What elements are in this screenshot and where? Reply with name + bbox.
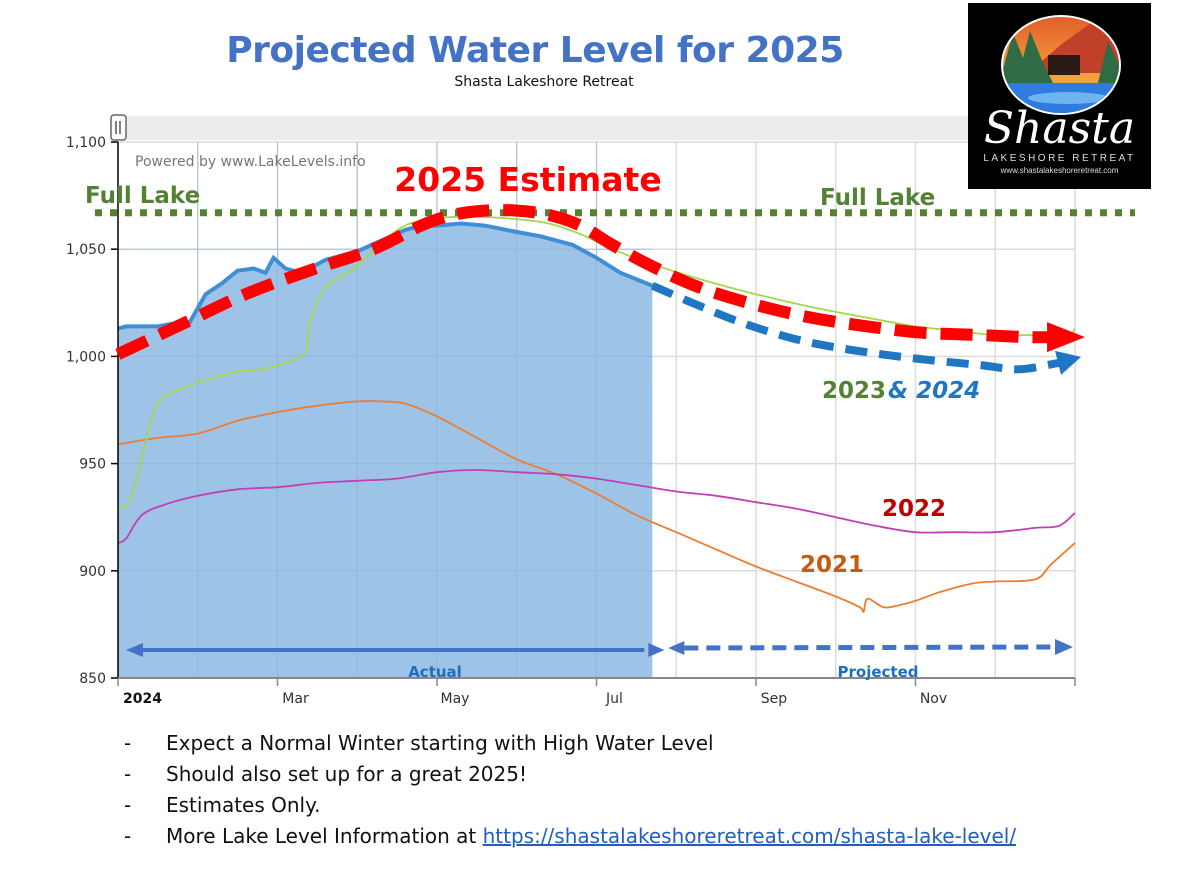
bullet-item: - Estimates Only. <box>124 790 1016 821</box>
y-tick-label: 900 <box>79 564 106 580</box>
axes: 850 900 950 1,000 1,050 1,100 2024 Mar May Jul Sep… <box>66 135 1076 707</box>
water-level-chart: 850 900 950 1,000 1,050 1,100 2024 Mar May Jul Sep… <box>66 114 1135 707</box>
estimate-2025-label: 2025 Estimate <box>394 160 661 199</box>
logo-scene-icon <box>1001 15 1121 115</box>
page-subtitle: Shasta Lakeshore Retreat <box>454 74 634 90</box>
series-2021-line <box>117 400 1076 613</box>
projected-label: Projected <box>838 663 919 681</box>
projected-2024-line <box>650 281 1060 374</box>
scrollbar-track[interactable] <box>118 116 1078 140</box>
logo-tagline: LAKESHORE RETREAT <box>983 153 1136 164</box>
y-tick-label: 950 <box>79 457 106 473</box>
label-2021: 2021 <box>800 552 864 578</box>
projected-range-arrow <box>684 644 1054 651</box>
y-tick-label: 1,000 <box>66 349 106 365</box>
watermark-text: Powered by www.LakeLevels.info <box>135 154 366 170</box>
bullet-item: - More Lake Level Information at https://… <box>124 821 1016 852</box>
logo-brand: Shasta <box>983 103 1136 154</box>
bullet-item: - Should also set up for a great 2025! <box>124 759 1016 790</box>
bullet-item: - Expect a Normal Winter starting with Hi… <box>124 728 1016 759</box>
bullet-text: Estimates Only. <box>166 793 321 817</box>
actual-2024-line <box>117 221 654 331</box>
series-2022-line <box>117 469 1076 544</box>
label-2022: 2022 <box>882 496 946 522</box>
projected-arrow-left-head <box>668 641 685 655</box>
annotations: Actual Projected Full Lake Full Lake 2025 Es… <box>85 160 1135 681</box>
label-2024: & 2024 <box>888 378 980 404</box>
actual-area-fill <box>118 223 653 678</box>
bullet-dash: - <box>124 793 132 817</box>
x-tick-label: May <box>441 691 470 707</box>
estimate-2025-line <box>115 204 1060 360</box>
bullet-dash: - <box>124 824 132 848</box>
logo-url: www.shastalakeshoreretreat.com <box>1000 166 1119 175</box>
bullet-text: Expect a Normal Winter starting with Hig… <box>166 731 714 755</box>
projected-arrow-right-head <box>1055 639 1073 655</box>
actual-label: Actual <box>408 663 462 681</box>
x-tick-label: Jul <box>605 691 623 707</box>
full-lake-label-right: Full Lake <box>820 185 935 211</box>
lake-level-link[interactable]: https://shastalakeshoreretreat.com/shast… <box>482 824 1017 848</box>
x-tick-label: Nov <box>920 691 947 707</box>
bullet-text: Should also set up for a great 2025! <box>166 762 527 786</box>
bullet-dash: - <box>124 762 132 786</box>
bullet-list: - Expect a Normal Winter starting with Hi… <box>124 728 1016 852</box>
actual-arrow-left-head <box>126 643 143 657</box>
y-tick-label: 1,050 <box>66 242 106 258</box>
x-tick-label: Mar <box>282 691 309 707</box>
label-2023: 2023 <box>822 378 886 404</box>
x-tick-label: 2024 <box>123 691 162 707</box>
logo: Shasta LAKESHORE RETREAT www.shastalakes… <box>968 3 1151 189</box>
actual-arrow-right-head <box>648 643 665 657</box>
projected-2024-arrowhead <box>1055 350 1082 375</box>
y-tick-label: 850 <box>79 671 106 687</box>
x-tick-label: Sep <box>761 691 788 707</box>
estimate-2025-arrowhead <box>1047 322 1086 353</box>
scrollbar-handle[interactable] <box>110 114 127 141</box>
y-tick-label: 1,100 <box>66 135 106 151</box>
full-lake-label-left: Full Lake <box>85 183 200 209</box>
chart-scrollbar[interactable] <box>110 114 1078 141</box>
page-title: Projected Water Level for 2025 <box>226 30 844 71</box>
bullet-text: More Lake Level Information at <box>166 824 483 848</box>
bullet-dash: - <box>124 731 132 755</box>
